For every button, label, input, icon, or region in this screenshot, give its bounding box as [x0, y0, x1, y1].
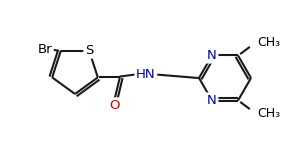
- Text: O: O: [110, 99, 120, 112]
- Text: HN: HN: [136, 68, 156, 81]
- Text: N: N: [207, 49, 217, 62]
- Text: Br: Br: [38, 43, 52, 56]
- Text: CH₃: CH₃: [257, 107, 280, 120]
- Text: S: S: [85, 44, 93, 57]
- Text: CH₃: CH₃: [257, 36, 280, 49]
- Text: N: N: [207, 94, 217, 107]
